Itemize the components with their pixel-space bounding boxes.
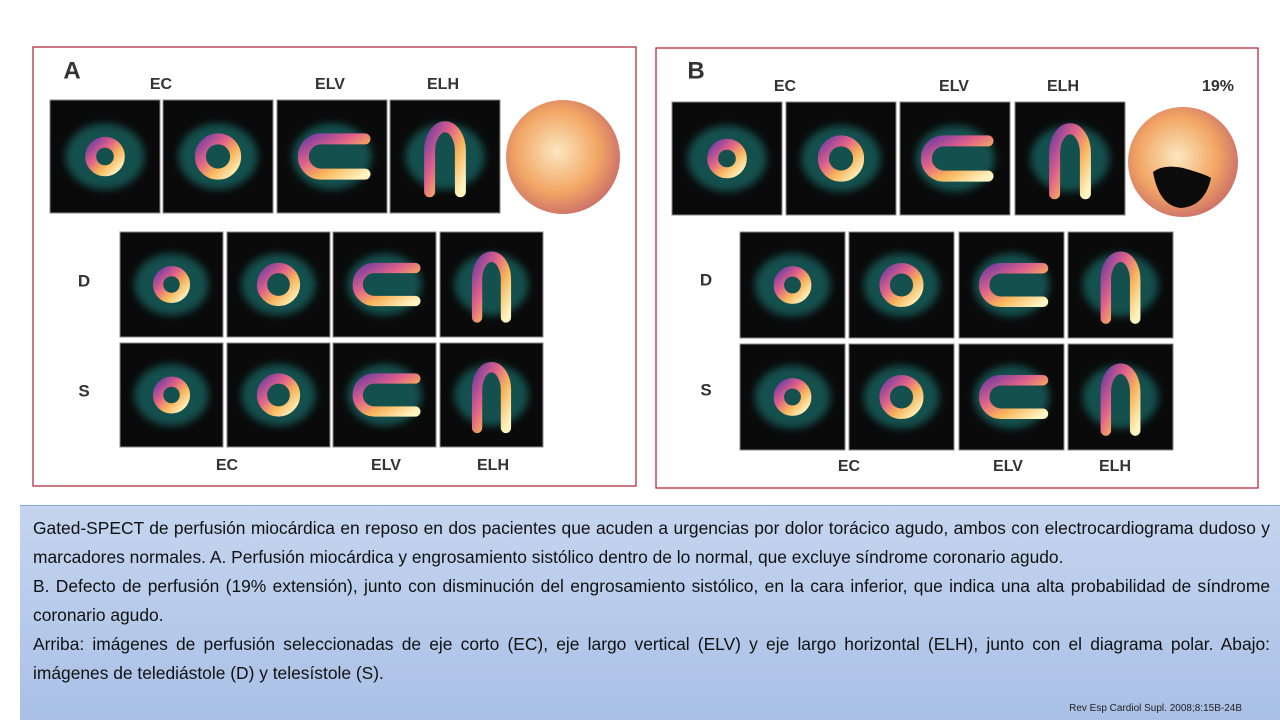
citation: Rev Esp Cardiol Supl. 2008;8:15B-24B [1069, 703, 1242, 714]
scan-ring [352, 373, 421, 417]
scan-halo [241, 364, 316, 426]
panel-label: A [63, 57, 80, 84]
scan-halo [863, 365, 940, 429]
scan-ring [773, 266, 812, 304]
scan-halo [1030, 125, 1110, 192]
scan-ring [920, 135, 994, 182]
scan-ring [879, 262, 924, 308]
scan-halo [801, 125, 881, 192]
caption-box: Gated-SPECT de perfusión miocárdica en r… [20, 505, 1280, 720]
scan-ring [256, 373, 301, 417]
caption-paragraph: B. Defecto de perfusión (19% extensión),… [33, 576, 1270, 625]
scan-halo [687, 125, 767, 192]
panel-frame [655, 47, 1259, 489]
view-label: ELH [1047, 78, 1079, 95]
scan-image [119, 231, 224, 338]
row-label: D [700, 270, 712, 289]
scan-halo [863, 253, 940, 317]
scan-ring [1100, 251, 1141, 324]
scan-ring [978, 262, 1049, 308]
scan-ring [424, 121, 466, 198]
scan-halo [241, 253, 316, 316]
view-label: ELH [477, 457, 509, 474]
scan-image [439, 342, 544, 448]
scan-image [226, 342, 331, 448]
scan-image [226, 231, 331, 338]
scan-ring [256, 262, 301, 307]
view-label: EC [774, 78, 797, 95]
scan-image [162, 99, 274, 214]
scan-image [1067, 231, 1174, 339]
scan-halo [1082, 253, 1159, 317]
scan-image [739, 231, 846, 339]
view-label: EC [216, 457, 239, 474]
scan-ring [879, 374, 924, 420]
scan-image [785, 101, 897, 216]
view-label: ELV [993, 458, 1023, 475]
view-label: EC [150, 76, 173, 93]
scan-image [848, 343, 955, 451]
scan-halo [754, 365, 831, 429]
scan-image [739, 343, 846, 451]
polar-defect [1153, 166, 1211, 208]
scan-image [958, 343, 1065, 451]
row-label: D [78, 271, 90, 290]
scan-ring [1049, 123, 1091, 200]
scan-image [332, 342, 437, 448]
caption-paragraph: Arriba: imágenes de perfusión selecciona… [33, 634, 1270, 683]
scan-halo [134, 253, 209, 316]
figure: A EC ELV ELH D S EC ELV ELH B EC ELV ELH 19% D S EC ELV EL… [32, 46, 1259, 489]
scan-halo [405, 123, 485, 190]
polar-map [1128, 107, 1238, 217]
scan-image [119, 342, 224, 448]
scan-halo [178, 123, 258, 190]
scan-image [958, 231, 1065, 339]
scan-image [49, 99, 161, 214]
scan-image [439, 231, 544, 338]
scan-halo [454, 364, 529, 426]
row-label: S [700, 380, 711, 399]
scan-halo [454, 253, 529, 316]
view-label: ELV [371, 457, 401, 474]
scan-ring [773, 378, 812, 416]
polar-map [506, 100, 620, 214]
panel-frame [32, 46, 637, 487]
polar-label: 19% [1202, 78, 1234, 95]
scan-image [276, 99, 388, 214]
scan-image [671, 101, 783, 216]
scan-ring [471, 362, 512, 434]
scan-ring [194, 133, 242, 180]
scan-halo [1082, 365, 1159, 429]
scan-image [899, 101, 1011, 216]
scan-image [389, 99, 501, 214]
view-label: ELH [427, 76, 459, 93]
caption-paragraph: Gated-SPECT de perfusión miocárdica en r… [33, 518, 1270, 567]
row-label: S [78, 381, 89, 400]
scan-ring [1100, 363, 1141, 436]
scan-ring [152, 265, 191, 304]
scan-halo [65, 123, 145, 190]
scan-ring [471, 251, 512, 323]
view-label: EC [838, 458, 861, 475]
scan-halo [134, 364, 209, 426]
scan-image [848, 231, 955, 339]
scan-ring [978, 374, 1049, 420]
scan-ring [817, 135, 865, 182]
scan-ring [707, 138, 747, 179]
scan-halo [754, 253, 831, 317]
scan-image [1067, 343, 1174, 451]
scan-ring [297, 133, 371, 180]
scan-ring [85, 136, 125, 177]
view-label: ELH [1099, 458, 1131, 475]
view-label: ELV [315, 76, 345, 93]
scan-image [332, 231, 437, 338]
scan-image [1014, 101, 1126, 216]
panel-label: B [687, 57, 704, 84]
view-label: ELV [939, 78, 969, 95]
scan-ring [352, 262, 421, 307]
scan-ring [152, 376, 191, 414]
